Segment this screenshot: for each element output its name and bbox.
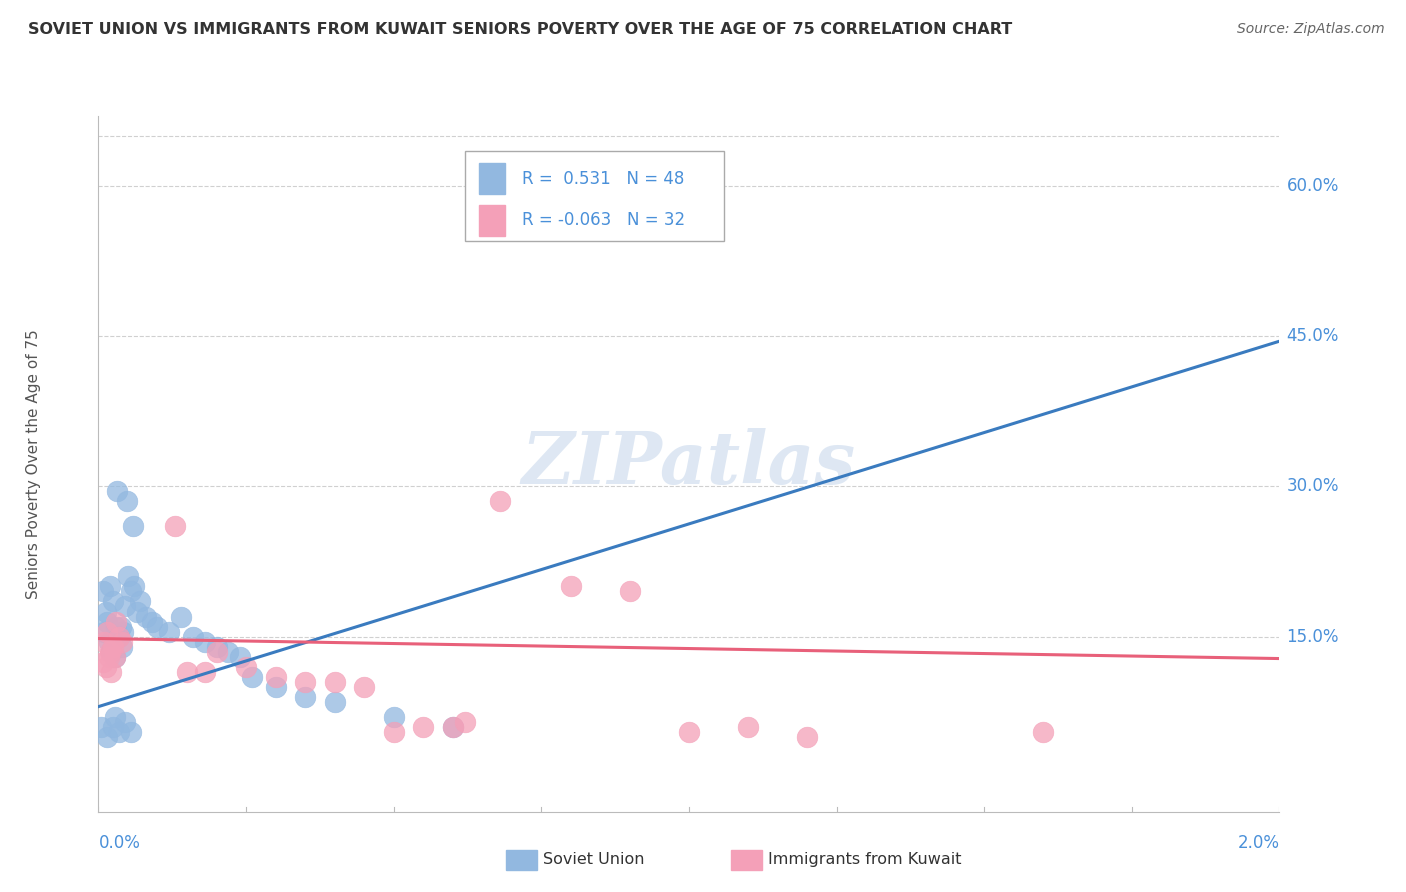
Point — [240, 669, 263, 683]
Point — [217, 644, 239, 658]
Point — [122, 579, 145, 593]
Text: 15.0%: 15.0% — [1286, 628, 1339, 646]
Point — [98, 644, 121, 658]
Point — [453, 714, 475, 729]
Text: Source: ZipAtlas.com: Source: ZipAtlas.com — [1237, 22, 1385, 37]
Point — [501, 179, 523, 194]
Point — [112, 624, 135, 639]
Point — [98, 579, 121, 593]
Point — [205, 640, 228, 654]
Point — [619, 584, 641, 599]
Text: SOVIET UNION VS IMMIGRANTS FROM KUWAIT SENIORS POVERTY OVER THE AGE OF 75 CORREL: SOVIET UNION VS IMMIGRANTS FROM KUWAIT S… — [28, 22, 1012, 37]
Text: 2.0%: 2.0% — [1237, 834, 1279, 852]
Point — [194, 634, 217, 648]
Point — [117, 569, 139, 583]
Point — [294, 690, 316, 704]
Point — [121, 519, 143, 533]
Point — [235, 659, 257, 673]
Text: R = -0.063   N = 32: R = -0.063 N = 32 — [523, 211, 686, 229]
Point — [1032, 724, 1054, 739]
Point — [489, 494, 512, 508]
Point — [111, 634, 134, 648]
Point — [100, 644, 122, 658]
Text: R =  0.531   N = 48: R = 0.531 N = 48 — [523, 169, 685, 187]
Point — [796, 730, 818, 744]
Point — [441, 720, 464, 734]
Point — [111, 640, 134, 654]
Point — [294, 674, 316, 689]
Point — [108, 630, 131, 644]
Point — [205, 644, 228, 658]
Point — [382, 724, 405, 739]
Point — [91, 584, 114, 599]
Point — [103, 594, 124, 608]
FancyBboxPatch shape — [464, 151, 724, 241]
Point — [441, 720, 464, 734]
Point — [141, 615, 163, 629]
Point — [104, 649, 127, 664]
Point — [120, 724, 142, 739]
Point — [146, 619, 169, 633]
Point — [98, 649, 121, 664]
Point — [120, 584, 142, 599]
Point — [229, 649, 252, 664]
Point — [353, 680, 375, 694]
Point — [115, 494, 138, 508]
Point — [323, 695, 346, 709]
Text: Soviet Union: Soviet Union — [543, 853, 644, 867]
Point — [264, 680, 287, 694]
Point — [94, 605, 117, 619]
Point — [678, 724, 700, 739]
Point — [560, 579, 582, 593]
Point — [548, 184, 571, 198]
Text: 0.0%: 0.0% — [98, 834, 141, 852]
Point — [96, 615, 118, 629]
Point — [114, 599, 136, 614]
Point — [98, 634, 121, 648]
Text: Seniors Poverty Over the Age of 75: Seniors Poverty Over the Age of 75 — [25, 329, 41, 599]
Bar — [478, 163, 505, 194]
Point — [323, 674, 346, 689]
Point — [194, 665, 217, 679]
Point — [96, 730, 118, 744]
Point — [110, 619, 132, 633]
Point — [104, 709, 127, 723]
Point — [105, 484, 128, 499]
Point — [264, 669, 287, 683]
Point — [93, 634, 115, 648]
Point — [100, 665, 122, 679]
Point — [382, 709, 405, 723]
Point — [104, 649, 127, 664]
Point — [108, 630, 131, 644]
Point — [128, 594, 150, 608]
Text: ZIPatlas: ZIPatlas — [522, 428, 856, 500]
Bar — [478, 204, 505, 236]
Point — [108, 724, 131, 739]
Point — [737, 720, 759, 734]
Point — [96, 624, 118, 639]
Point — [90, 720, 112, 734]
Text: Immigrants from Kuwait: Immigrants from Kuwait — [768, 853, 962, 867]
Text: 60.0%: 60.0% — [1286, 177, 1339, 195]
Text: 45.0%: 45.0% — [1286, 327, 1339, 345]
Point — [157, 624, 180, 639]
Point — [135, 609, 157, 624]
Point — [103, 720, 124, 734]
Point — [94, 659, 117, 673]
Point — [93, 624, 115, 639]
Point — [412, 720, 434, 734]
Point — [165, 519, 187, 533]
Point — [105, 615, 128, 629]
Point — [103, 640, 124, 654]
Point — [181, 630, 204, 644]
Point — [114, 714, 136, 729]
Point — [170, 609, 193, 624]
Point — [125, 605, 148, 619]
Point — [176, 665, 198, 679]
Text: 30.0%: 30.0% — [1286, 477, 1339, 495]
Point — [105, 619, 128, 633]
Point — [91, 655, 114, 669]
